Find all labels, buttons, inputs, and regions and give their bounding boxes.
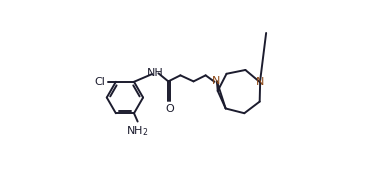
Text: Cl: Cl xyxy=(94,77,105,87)
Text: NH: NH xyxy=(147,68,164,78)
Text: O: O xyxy=(165,104,173,114)
Text: N: N xyxy=(256,77,264,87)
Text: N: N xyxy=(211,76,220,86)
Text: NH$_2$: NH$_2$ xyxy=(126,124,149,138)
